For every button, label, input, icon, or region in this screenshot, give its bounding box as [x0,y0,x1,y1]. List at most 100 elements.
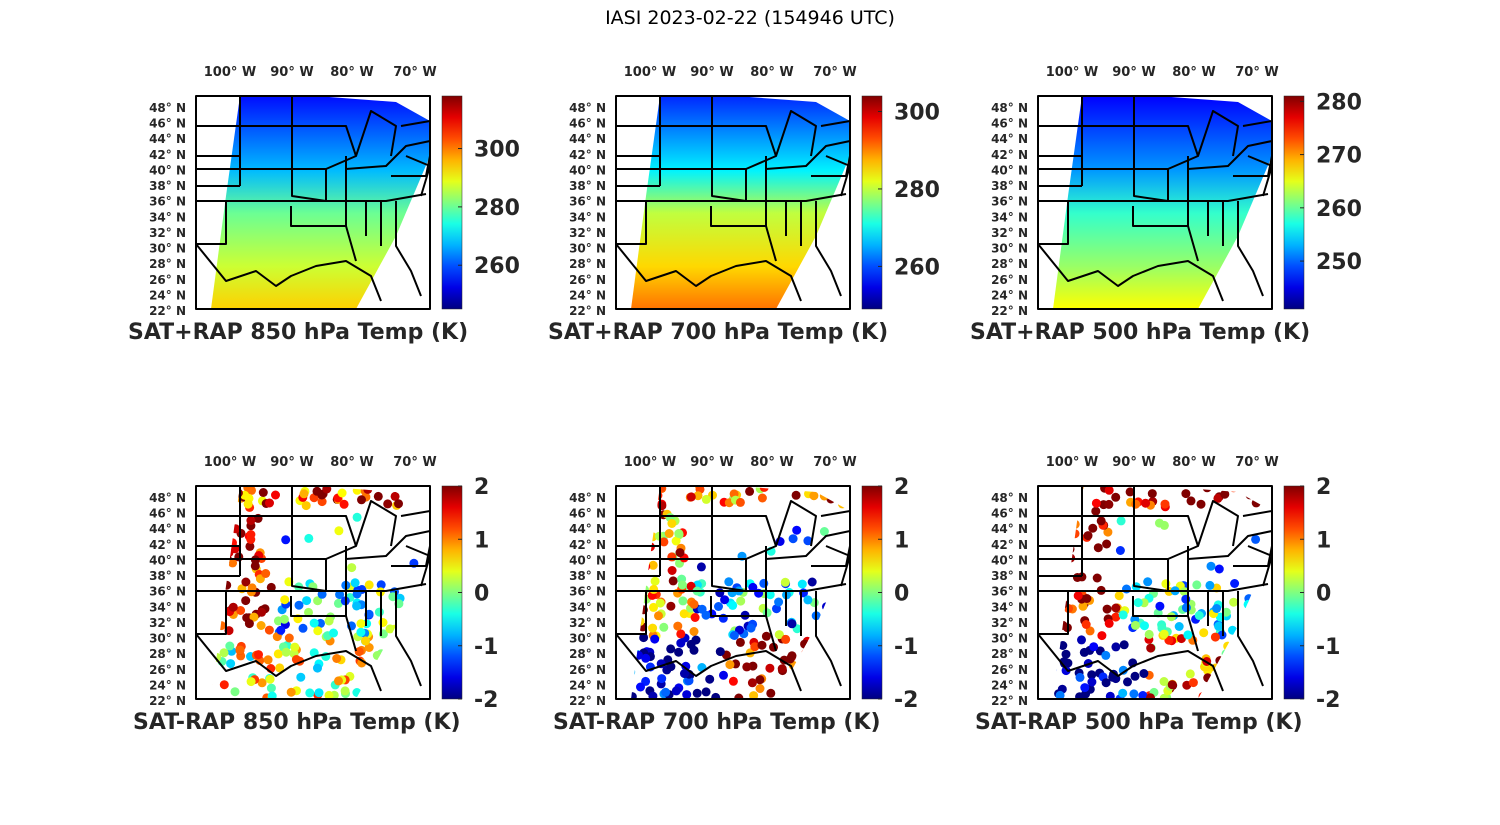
data-point [350,578,360,588]
data-point [631,639,636,648]
data-point [1129,689,1139,699]
data-point [211,580,215,590]
lat-tick-label: 48° N [991,491,1028,505]
colorbar-tick-label: -2 [474,688,498,713]
data-point [1160,499,1170,509]
data-point [280,595,290,605]
data-point [641,562,651,571]
data-point [640,548,650,558]
data-point [1245,490,1255,500]
data-point [1251,534,1261,544]
data-point [233,488,243,498]
lon-tick-label: 80° W [1172,455,1215,470]
data-point [809,491,819,501]
data-point [263,655,273,665]
data-point [1061,666,1071,676]
data-point [1229,486,1239,493]
data-point [671,536,681,546]
data-point [650,634,660,644]
state-boundary [1168,140,1273,202]
data-point [1101,650,1111,660]
data-point [193,620,202,629]
data-point [728,600,738,610]
colorbar [861,95,883,310]
lat-tick-label: 46° N [991,117,1028,131]
state-boundary [326,140,431,202]
data-point [324,616,334,626]
state-boundary [196,96,326,187]
data-point [335,590,345,600]
data-point [711,692,721,699]
data-point [383,499,393,509]
data-point [241,577,251,587]
data-point [1091,506,1101,516]
lat-tick-label: 34° N [149,600,186,614]
data-point [222,580,232,590]
data-point [836,626,846,636]
data-point [631,565,632,575]
data-point [802,687,812,697]
data-point [747,678,757,688]
lat-tick-label: 22° N [569,694,606,708]
data-point [411,636,421,646]
lat-tick-label: 32° N [569,226,606,240]
data-point [364,580,374,590]
data-point [1087,670,1097,680]
data-point [736,596,746,606]
data-point [1243,625,1253,635]
data-point [296,672,306,682]
data-point [406,618,416,628]
data-point [631,529,633,539]
lon-tick-label: 100° W [204,65,257,80]
data-point [1147,489,1157,499]
data-point [641,653,651,663]
data-point [1214,621,1224,631]
state-boundary [290,201,357,262]
data-point [832,616,842,626]
colorbar-tick-label: 280 [474,196,520,221]
lat-tick-label: 30° N [149,242,186,256]
lat-tick-label: 24° N [991,678,1028,692]
data-point [614,693,623,702]
data-point [414,690,424,699]
data-point [1039,488,1048,497]
data-point [1111,492,1121,502]
lat-tick-label: 44° N [149,132,186,146]
lat-tick-label: 44° N [149,522,186,536]
data-point [1143,577,1153,587]
lat-tick-label: 46° N [991,507,1028,521]
lat-tick-label: 38° N [991,179,1028,193]
data-point [1196,499,1206,509]
data-point [414,597,424,607]
lat-tick-label: 26° N [991,273,1028,287]
data-point [720,595,730,605]
data-point [406,635,416,645]
data-point [421,673,430,683]
data-point [635,616,645,626]
data-point [333,598,343,608]
data-point [689,627,699,636]
panel-title: SAT+RAP 500 hPa Temp (K) [970,320,1311,345]
data-point [1039,566,1048,575]
data-point [1101,678,1111,688]
data-point [1202,486,1212,493]
data-point [418,670,428,680]
data-point [391,655,401,664]
data-point [1167,680,1177,690]
data-point [666,601,676,611]
data-point [719,670,728,680]
lat-tick-label: 32° N [991,226,1028,240]
data-point [835,600,844,610]
colorbar-tick-label: 1 [474,528,489,553]
data-point [211,518,216,528]
data-point [617,537,626,546]
lat-tick-label: 28° N [569,257,606,271]
data-point [619,563,628,572]
data-point [774,597,784,607]
data-point [217,498,227,508]
lon-tick-label: 70° W [813,65,856,80]
data-point [258,488,268,497]
data-point [1188,678,1198,688]
lat-tick-label: 34° N [991,600,1028,614]
data-point [299,489,309,499]
